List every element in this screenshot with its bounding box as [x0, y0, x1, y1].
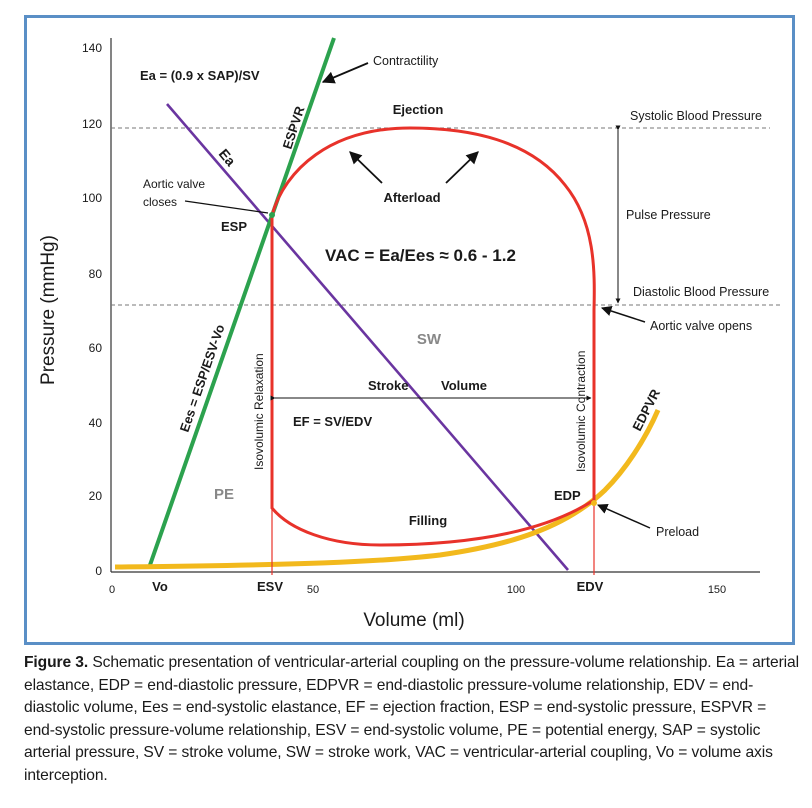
diastolic-bp-label: Diastolic Blood Pressure [633, 285, 769, 299]
vac-label: VAC = Ea/Ees ≈ 0.6 - 1.2 [325, 246, 516, 265]
filling-label: Filling [409, 513, 447, 528]
preload-label: Preload [656, 525, 699, 539]
esv-label: ESV [257, 579, 283, 594]
aortic-closes-label-1: Aortic valve [143, 177, 205, 191]
edpvr-label: EDPVR [629, 386, 663, 433]
aortic-closes-label-2: closes [143, 195, 177, 209]
y-tick-60: 60 [89, 341, 103, 355]
esp-label: ESP [221, 219, 247, 234]
figure-caption: Figure 3. Schematic presentation of vent… [24, 652, 799, 787]
isovolumic-contraction-label: Isovolumic Contraction [574, 351, 588, 472]
volume-label: Volume [441, 378, 487, 393]
ejection-label: Ejection [393, 102, 444, 117]
afterload-arrow-right [445, 151, 479, 184]
esp-point [269, 212, 275, 218]
afterload-label: Afterload [383, 190, 440, 205]
y-tick-80: 80 [89, 267, 103, 281]
x-axis-title: Volume (ml) [363, 610, 464, 631]
contractility-arrow [321, 62, 369, 84]
espvr-line [148, 37, 336, 566]
contractility-label: Contractility [373, 54, 439, 68]
pv-diagram: 140 120 100 80 60 40 20 0 0 50 100 150 V… [38, 37, 780, 631]
ea-formula-label: Ea = (0.9 x SAP)/SV [140, 68, 260, 83]
caption-figure-label: Figure 3. [24, 654, 89, 671]
x-tick-0: 0 [109, 584, 115, 596]
stroke-label: Stroke [368, 378, 408, 393]
aortic-opens-label: Aortic valve opens [650, 319, 752, 333]
y-tick-0: 0 [95, 564, 102, 578]
y-tick-100: 100 [82, 191, 102, 205]
aortic-closes-arrow [184, 200, 269, 214]
edp-point [591, 500, 597, 506]
pv-loop [270, 126, 596, 547]
y-tick-20: 20 [89, 489, 103, 503]
edp-label: EDP [554, 488, 581, 503]
edpvr-curve [114, 409, 661, 570]
edv-label: EDV [577, 579, 604, 594]
y-tick-140: 140 [82, 41, 102, 55]
x-tick-100: 100 [507, 584, 525, 596]
isovolumic-relaxation-label: Isovolumic Relaxation [252, 353, 266, 470]
ef-label: EF = SV/EDV [293, 414, 372, 429]
x-tick-150: 150 [708, 584, 726, 596]
y-axis-title: Pressure (mmHg) [38, 235, 59, 385]
afterload-arrow-left [349, 151, 383, 184]
figure-frame [24, 15, 795, 645]
pulse-pressure-label: Pulse Pressure [626, 208, 711, 222]
caption-text: Schematic presentation of ventricular-ar… [24, 654, 799, 784]
x-tick-50: 50 [307, 584, 319, 596]
ea-line [166, 103, 569, 571]
pe-label: PE [214, 486, 234, 503]
aortic-opens-arrow [601, 305, 646, 323]
vo-label: Vo [152, 579, 168, 594]
y-tick-120: 120 [82, 117, 102, 131]
y-tick-40: 40 [89, 416, 103, 430]
preload-arrow [597, 504, 651, 529]
sw-label: SW [417, 331, 442, 348]
systolic-bp-label: Systolic Blood Pressure [630, 109, 762, 123]
